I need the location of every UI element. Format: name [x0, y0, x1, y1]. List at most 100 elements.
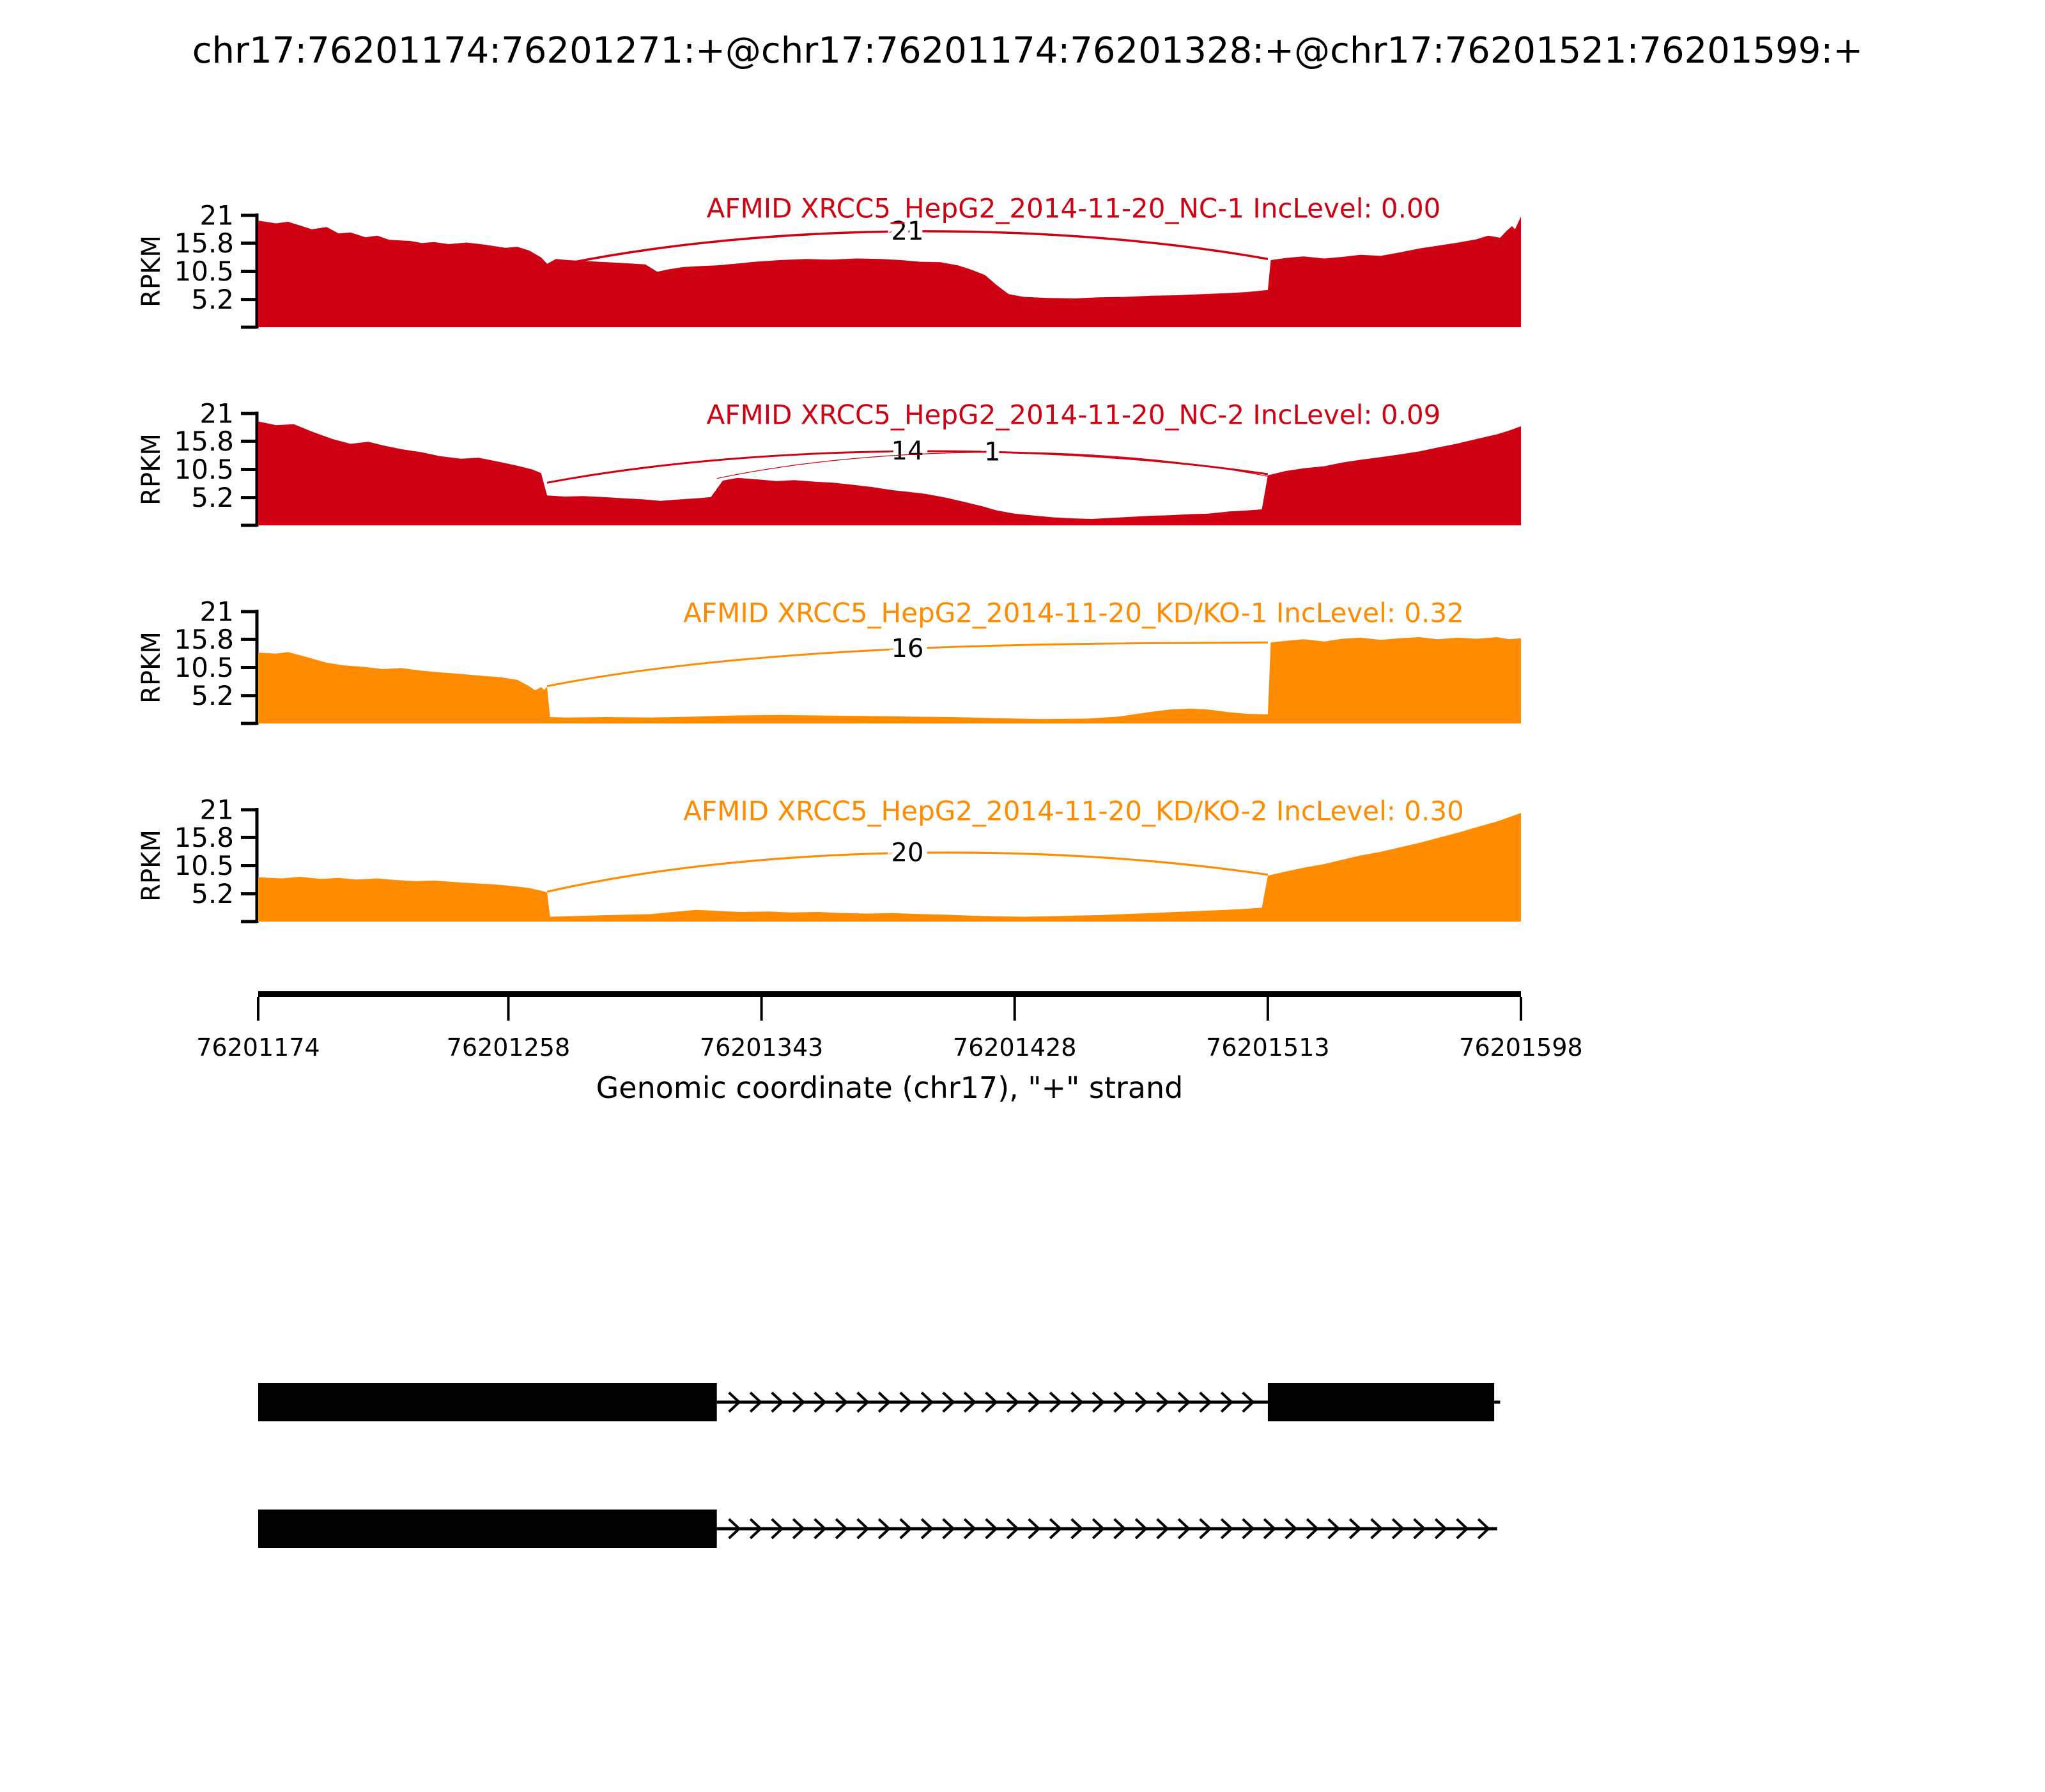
rpkm-tick-label: 15.8 — [174, 624, 234, 655]
strand-arrow-icon — [1220, 1391, 1234, 1413]
strand-arrow-icon — [1263, 1518, 1277, 1540]
strand-arrow-icon — [1413, 1518, 1426, 1540]
strand-arrow-icon — [1049, 1391, 1063, 1413]
rpkm-tick-label: 21 — [200, 794, 234, 826]
rpkm-tick-label: 10.5 — [174, 256, 234, 287]
rpkm-tick-label: 15.8 — [174, 426, 234, 457]
strand-arrow-icon — [1028, 1518, 1041, 1540]
strand-arrow-icon — [920, 1391, 934, 1413]
sashimi-track-kd-ko-2: 5.210.515.821 RPKM 20 AFMID XRCC5_HepG2_201… — [137, 794, 1521, 923]
isoform-long-exon — [258, 1383, 1501, 1421]
plot-title: chr17:76201174:76201271:+@chr17:76201174… — [192, 30, 1863, 72]
rpkm-tick-label: 5.2 — [191, 482, 234, 513]
strand-arrow-icon — [1177, 1518, 1191, 1540]
strand-arrow-icon — [856, 1391, 870, 1413]
junction-arc — [546, 641, 1268, 688]
x-tick-label: 76201513 — [1206, 1033, 1329, 1062]
sample-label: AFMID XRCC5_HepG2_2014-11-20_NC-1 IncLev… — [707, 193, 1441, 224]
strand-arrow-icon — [814, 1518, 827, 1540]
strand-arrow-icon — [1006, 1391, 1020, 1413]
strand-arrow-icon — [728, 1518, 741, 1540]
exon-box — [258, 1383, 717, 1421]
strand-arrow-icon — [1113, 1391, 1127, 1413]
junction-count-label: 21 — [891, 217, 924, 246]
x-tick-label: 76201174 — [196, 1033, 320, 1062]
strand-arrow-icon — [771, 1518, 784, 1540]
rpkm-tick-label: 10.5 — [174, 454, 234, 485]
coverage-area — [258, 216, 1521, 327]
strand-arrow-icon — [1348, 1518, 1362, 1540]
rpkm-tick-label: 21 — [200, 596, 234, 628]
junction-count-label: 1 — [984, 438, 1000, 467]
rpkm-tick-label: 15.8 — [174, 822, 234, 853]
strand-arrow-icon — [1156, 1518, 1169, 1540]
strand-arrow-icon — [728, 1391, 741, 1413]
rpkm-tick-label: 15.8 — [174, 228, 234, 259]
rpkm-axis-title: RPKM — [137, 433, 166, 506]
strand-arrow-icon — [1477, 1518, 1491, 1540]
sashimi-track-nc-2: 5.210.515.821 RPKM 14 1 AFMID XRCC5_HepG2_20… — [137, 398, 1521, 527]
strand-arrow-icon — [1006, 1518, 1020, 1540]
strand-arrow-icon — [1156, 1391, 1169, 1413]
strand-arrow-icon — [942, 1391, 955, 1413]
strand-arrow-icon — [1370, 1518, 1384, 1540]
rpkm-tick-label: 5.2 — [191, 680, 234, 711]
rpkm-axis-title: RPKM — [137, 631, 166, 704]
strand-arrow-icon — [856, 1518, 870, 1540]
strand-arrow-icon — [1049, 1518, 1063, 1540]
sample-label: AFMID XRCC5_HepG2_2014-11-20_NC-2 IncLev… — [707, 399, 1441, 431]
strand-arrow-icon — [1306, 1518, 1320, 1540]
strand-arrow-icon — [1134, 1518, 1148, 1540]
junction-arc — [716, 452, 1269, 479]
strand-arrow-icon — [1199, 1391, 1212, 1413]
strand-arrow-icon — [1327, 1518, 1341, 1540]
sashimi-track-kd-ko-1: 5.210.515.821 RPKM 16 AFMID XRCC5_HepG2_201… — [137, 596, 1521, 725]
strand-arrow-icon — [1070, 1518, 1084, 1540]
x-axis-label: Genomic coordinate (chr17), "+" strand — [596, 1070, 1184, 1105]
junction-arc — [546, 230, 1269, 269]
junction-count-label: 14 — [891, 436, 924, 466]
junction-count-label: 16 — [891, 634, 924, 663]
strand-arrow-icon — [1242, 1391, 1255, 1413]
strand-arrow-icon — [877, 1518, 891, 1540]
rpkm-tick-label: 10.5 — [174, 850, 234, 881]
x-axis-bar — [258, 991, 1521, 997]
strand-arrow-icon — [1177, 1391, 1191, 1413]
strand-arrow-icon — [1456, 1518, 1469, 1540]
strand-arrow-icon — [835, 1518, 849, 1540]
junction-arc — [546, 851, 1269, 893]
strand-arrow-icon — [985, 1518, 998, 1540]
strand-arrow-icon — [1391, 1518, 1405, 1540]
strand-arrow-icon — [963, 1391, 977, 1413]
strand-arrow-icon — [814, 1391, 827, 1413]
strand-arrow-icon — [1220, 1518, 1234, 1540]
strand-arrow-icon — [877, 1391, 891, 1413]
strand-arrow-icon — [899, 1391, 913, 1413]
strand-arrow-icon — [835, 1391, 849, 1413]
strand-arrow-icon — [1092, 1391, 1106, 1413]
strand-arrow-icon — [1199, 1518, 1212, 1540]
exon-box — [258, 1510, 717, 1548]
exon-box — [1267, 1383, 1495, 1421]
strand-arrow-icon — [1070, 1391, 1084, 1413]
junction-arc — [546, 450, 1269, 484]
strand-arrow-icon — [1134, 1391, 1148, 1413]
sample-label: AFMID XRCC5_HepG2_2014-11-20_KD/KO-1 Inc… — [683, 598, 1464, 629]
strand-arrow-icon — [749, 1391, 763, 1413]
x-tick-label: 76201428 — [953, 1033, 1076, 1062]
genomic-axis: 76201174 76201258 76201343 76201428 76201513… — [196, 991, 1583, 1062]
rpkm-axis-title: RPKM — [137, 235, 166, 307]
coverage-area — [258, 637, 1521, 723]
strand-arrow-icon — [942, 1518, 955, 1540]
strand-arrow-icon — [1285, 1518, 1298, 1540]
strand-arrow-icon — [1028, 1391, 1041, 1413]
strand-arrow-icon — [899, 1518, 913, 1540]
strand-arrow-icon — [771, 1391, 784, 1413]
strand-arrow-icon — [749, 1518, 763, 1540]
x-tick-label: 76201258 — [447, 1033, 570, 1062]
junction-count-label: 20 — [891, 838, 924, 868]
isoform-short-exon — [258, 1510, 1497, 1548]
x-tick-label: 76201598 — [1459, 1033, 1582, 1062]
rpkm-tick-label: 21 — [200, 200, 234, 231]
